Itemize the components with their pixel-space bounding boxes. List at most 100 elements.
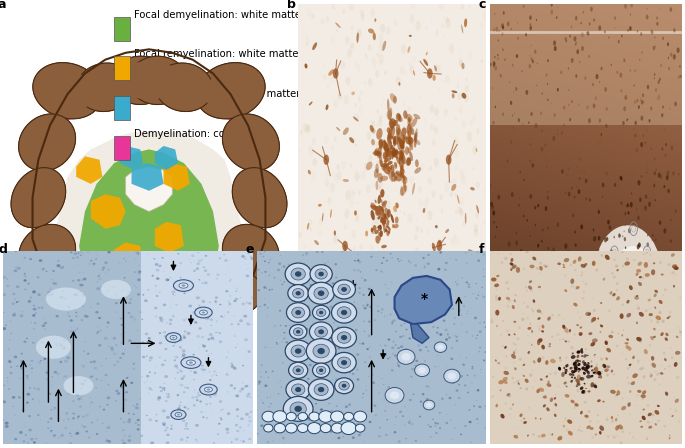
Circle shape	[310, 322, 333, 341]
Circle shape	[208, 338, 210, 340]
Ellipse shape	[388, 135, 392, 144]
Ellipse shape	[379, 139, 382, 148]
Ellipse shape	[575, 368, 577, 371]
Circle shape	[248, 438, 251, 440]
Circle shape	[292, 289, 304, 298]
Circle shape	[647, 308, 648, 311]
Ellipse shape	[309, 292, 312, 296]
Circle shape	[554, 371, 557, 375]
Circle shape	[646, 129, 648, 132]
Ellipse shape	[503, 380, 508, 384]
Circle shape	[332, 392, 334, 394]
Circle shape	[434, 108, 439, 116]
Circle shape	[370, 120, 373, 125]
Polygon shape	[164, 290, 221, 333]
Circle shape	[196, 297, 199, 299]
Circle shape	[619, 73, 622, 78]
Circle shape	[297, 317, 298, 319]
Polygon shape	[132, 163, 164, 191]
Circle shape	[171, 290, 175, 293]
Circle shape	[306, 386, 308, 388]
Circle shape	[568, 342, 570, 345]
Circle shape	[182, 334, 186, 337]
Circle shape	[307, 412, 309, 413]
Circle shape	[231, 306, 232, 307]
Circle shape	[647, 404, 649, 407]
Ellipse shape	[401, 140, 404, 149]
Circle shape	[261, 272, 263, 273]
Circle shape	[229, 303, 231, 305]
Circle shape	[495, 106, 496, 108]
Ellipse shape	[600, 324, 603, 327]
Circle shape	[325, 314, 328, 316]
Ellipse shape	[604, 368, 609, 372]
Circle shape	[634, 100, 636, 104]
Polygon shape	[136, 62, 179, 99]
Circle shape	[215, 373, 216, 374]
Circle shape	[464, 310, 469, 319]
Ellipse shape	[627, 402, 631, 407]
Ellipse shape	[384, 228, 387, 232]
Circle shape	[546, 166, 547, 168]
Circle shape	[14, 438, 17, 440]
Circle shape	[587, 31, 589, 36]
Ellipse shape	[676, 336, 679, 338]
Circle shape	[64, 427, 67, 429]
Circle shape	[311, 339, 313, 343]
Circle shape	[354, 150, 356, 152]
Circle shape	[199, 327, 202, 330]
Ellipse shape	[386, 127, 390, 134]
Circle shape	[445, 422, 448, 424]
Circle shape	[185, 422, 188, 425]
Ellipse shape	[393, 96, 397, 104]
Circle shape	[495, 26, 498, 32]
Circle shape	[296, 330, 300, 334]
Circle shape	[515, 87, 517, 91]
Circle shape	[470, 120, 473, 126]
Circle shape	[46, 379, 49, 380]
Ellipse shape	[195, 307, 212, 318]
Circle shape	[588, 301, 591, 306]
Polygon shape	[223, 224, 279, 281]
Circle shape	[414, 365, 416, 366]
Circle shape	[429, 290, 430, 291]
Circle shape	[636, 405, 638, 406]
Circle shape	[63, 348, 64, 349]
Circle shape	[16, 285, 19, 288]
Circle shape	[680, 334, 682, 336]
Circle shape	[464, 384, 466, 386]
Ellipse shape	[575, 403, 579, 407]
Circle shape	[184, 428, 186, 430]
Circle shape	[366, 184, 371, 194]
Circle shape	[85, 314, 86, 316]
Circle shape	[211, 353, 212, 354]
Circle shape	[323, 352, 325, 353]
Circle shape	[161, 318, 164, 320]
Circle shape	[452, 308, 454, 310]
Circle shape	[536, 290, 537, 293]
Circle shape	[347, 308, 349, 311]
Circle shape	[357, 259, 360, 262]
Circle shape	[578, 103, 580, 106]
Circle shape	[364, 362, 366, 363]
Circle shape	[245, 264, 247, 265]
Circle shape	[241, 303, 245, 306]
Circle shape	[478, 351, 480, 353]
Ellipse shape	[574, 362, 577, 366]
Circle shape	[530, 159, 531, 162]
Circle shape	[657, 419, 660, 422]
Circle shape	[456, 304, 457, 305]
Circle shape	[95, 258, 97, 260]
Circle shape	[184, 331, 186, 332]
Circle shape	[307, 252, 308, 254]
Circle shape	[649, 344, 651, 347]
Circle shape	[506, 330, 508, 332]
Ellipse shape	[636, 272, 638, 276]
Ellipse shape	[583, 362, 586, 366]
Circle shape	[443, 35, 445, 38]
Ellipse shape	[406, 114, 412, 121]
Circle shape	[300, 129, 303, 135]
Circle shape	[431, 274, 434, 280]
Circle shape	[308, 145, 314, 155]
Ellipse shape	[473, 307, 475, 317]
